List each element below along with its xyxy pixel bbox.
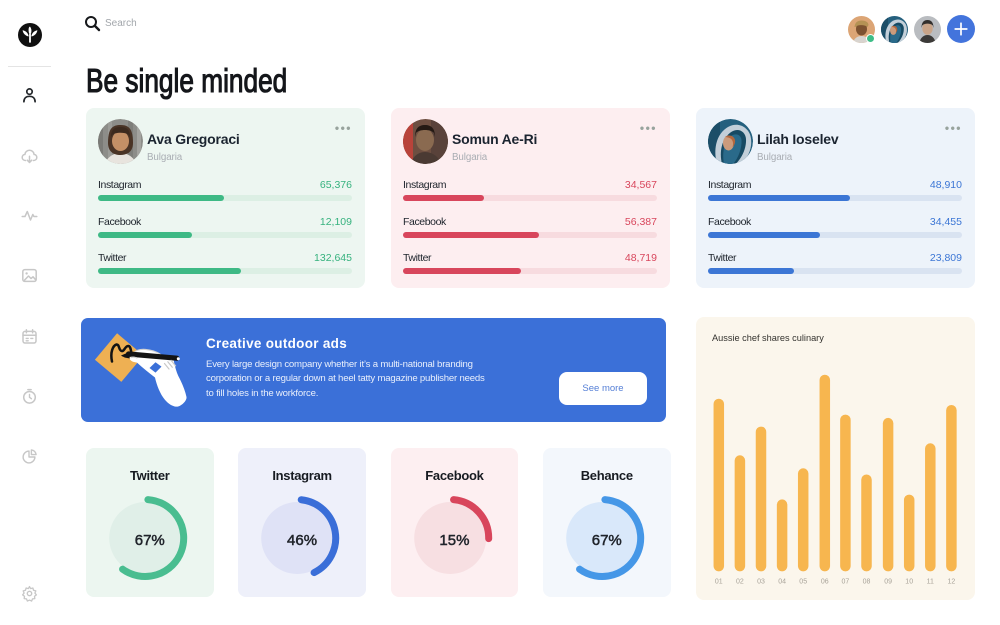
svg-text:12: 12 bbox=[948, 579, 956, 586]
svg-text:01: 01 bbox=[715, 579, 723, 586]
svg-text:02: 02 bbox=[736, 579, 744, 586]
svg-text:04: 04 bbox=[778, 579, 786, 586]
svg-text:07: 07 bbox=[842, 579, 850, 586]
svg-text:10: 10 bbox=[905, 579, 913, 586]
svg-text:11: 11 bbox=[927, 579, 934, 586]
svg-text:06: 06 bbox=[821, 579, 829, 586]
svg-text:05: 05 bbox=[799, 579, 807, 586]
svg-text:03: 03 bbox=[757, 579, 765, 586]
svg-text:09: 09 bbox=[884, 579, 892, 586]
svg-text:08: 08 bbox=[863, 579, 871, 586]
